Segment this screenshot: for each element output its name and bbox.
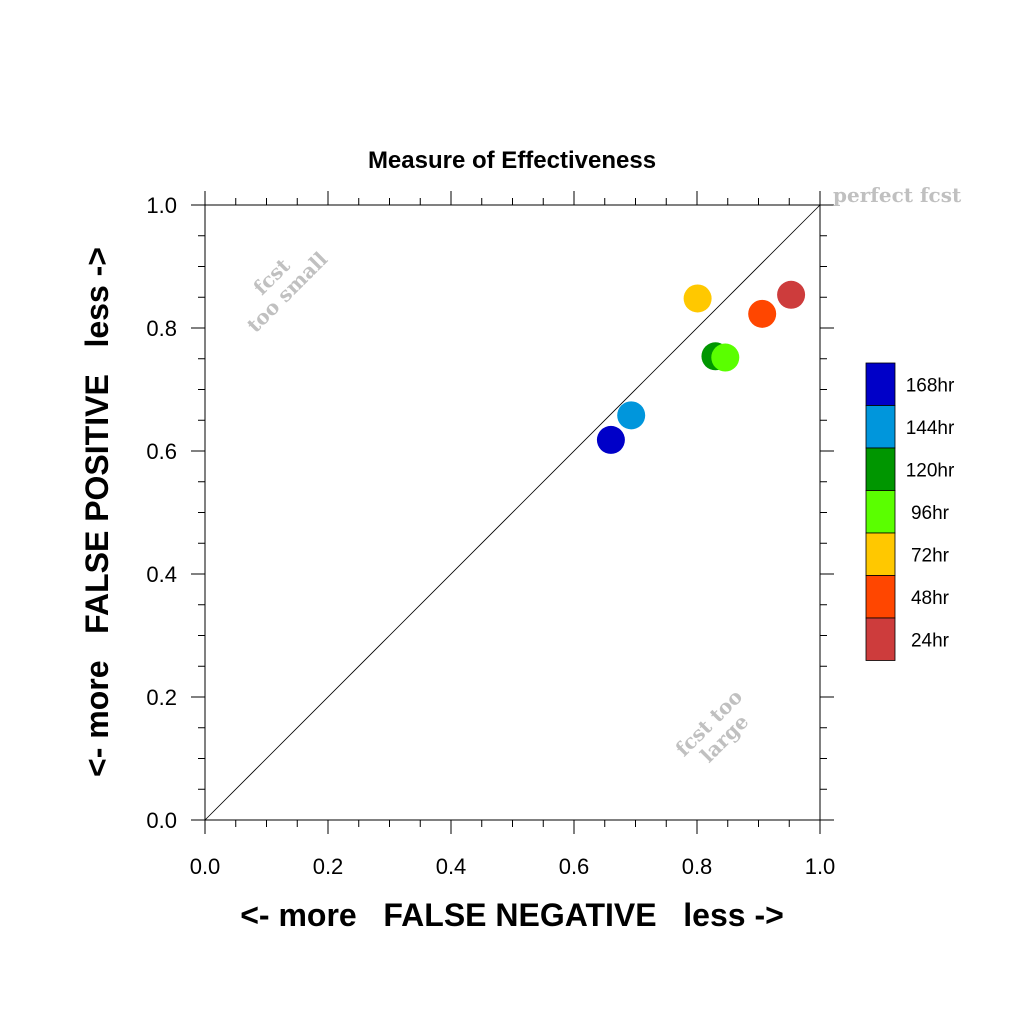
legend-label-96hr: 96hr (911, 503, 950, 524)
legend-swatch-96hr (865, 490, 896, 534)
point-24hr (777, 280, 806, 309)
point-168hr (596, 425, 625, 454)
point-96hr (711, 343, 740, 372)
x-tick-label: 0.2 (313, 854, 344, 879)
legend-label-48hr: 48hr (911, 588, 950, 609)
annotation-too-small-line2: too small (242, 247, 332, 337)
x-tick-label: 0.0 (190, 854, 221, 879)
legend-label-72hr: 72hr (911, 545, 950, 566)
annotation-too-small: fcst too small (242, 247, 332, 337)
point-144hr (617, 401, 646, 430)
legend-swatch-168hr (865, 362, 896, 406)
annotation-too-large: fcst too large (671, 685, 754, 768)
x-tick-label: 0.8 (682, 854, 713, 879)
x-axis-title: <- more FALSE NEGATIVE less -> (240, 897, 784, 933)
reference-diagonal (204, 204, 821, 821)
legend-swatch-48hr (865, 575, 896, 619)
legend-swatch-120hr (865, 447, 896, 491)
x-tick-label: 0.6 (559, 854, 590, 879)
y-tick-label: 1.0 (146, 193, 177, 218)
legend-label-168hr: 168hr (906, 375, 955, 396)
legend-swatch-144hr (865, 405, 896, 449)
y-tick-label: 0.6 (146, 439, 177, 464)
y-axis-title: <- more FALSE POSITIVE less -> (79, 247, 115, 777)
y-tick-label: 0.8 (146, 316, 177, 341)
legend: 168hr 144hr 120hr 96hr 72hr 48hr 24hr (865, 362, 955, 661)
x-tick-label: 1.0 (805, 854, 836, 879)
legend-swatch-24hr (865, 617, 896, 661)
chart-title: Measure of Effectiveness (368, 147, 656, 174)
legend-label-24hr: 24hr (911, 630, 950, 651)
axis-tick-labels: 0.0 0.2 0.4 0.6 0.8 1.0 0.0 0.2 0.4 0.6 0.8 1.0 (146, 193, 835, 879)
data-points (596, 280, 806, 454)
point-72hr (683, 284, 712, 313)
legend-label-120hr: 120hr (906, 460, 955, 481)
y-tick-label: 0.0 (146, 808, 177, 833)
annotation-perfect: perfect fcst (833, 183, 962, 207)
y-tick-label: 0.4 (146, 562, 177, 587)
point-48hr (748, 299, 777, 328)
legend-label-144hr: 144hr (906, 418, 955, 439)
axis-ticks (191, 191, 834, 834)
y-tick-label: 0.2 (146, 685, 177, 710)
x-tick-label: 0.4 (436, 854, 467, 879)
legend-swatch-72hr (865, 532, 896, 576)
